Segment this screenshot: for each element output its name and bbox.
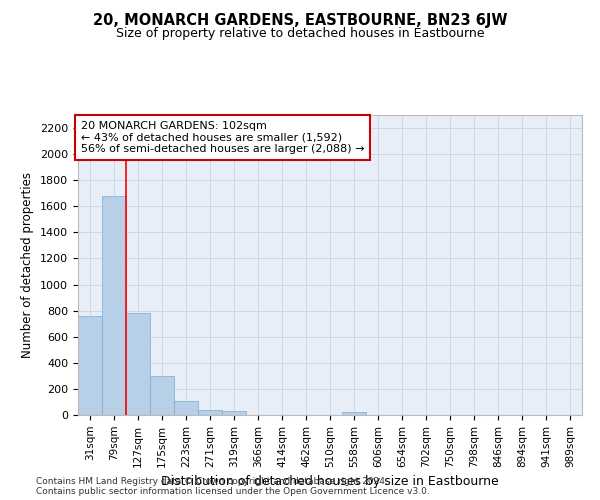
Text: Contains public sector information licensed under the Open Government Licence v3: Contains public sector information licen… xyxy=(36,488,430,496)
Bar xyxy=(78,316,102,415)
Text: 20 MONARCH GARDENS: 102sqm
← 43% of detached houses are smaller (1,592)
56% of s: 20 MONARCH GARDENS: 102sqm ← 43% of deta… xyxy=(80,121,364,154)
Bar xyxy=(342,412,366,415)
Bar xyxy=(174,400,198,415)
Bar xyxy=(198,410,222,415)
Text: Size of property relative to detached houses in Eastbourne: Size of property relative to detached ho… xyxy=(116,28,484,40)
Text: 20, MONARCH GARDENS, EASTBOURNE, BN23 6JW: 20, MONARCH GARDENS, EASTBOURNE, BN23 6J… xyxy=(93,12,507,28)
Bar xyxy=(126,314,150,415)
Y-axis label: Number of detached properties: Number of detached properties xyxy=(22,172,34,358)
X-axis label: Distribution of detached houses by size in Eastbourne: Distribution of detached houses by size … xyxy=(161,475,499,488)
Bar xyxy=(150,376,174,415)
Bar xyxy=(102,196,126,415)
Bar xyxy=(222,411,246,415)
Text: Contains HM Land Registry data © Crown copyright and database right 2024.: Contains HM Land Registry data © Crown c… xyxy=(36,478,388,486)
